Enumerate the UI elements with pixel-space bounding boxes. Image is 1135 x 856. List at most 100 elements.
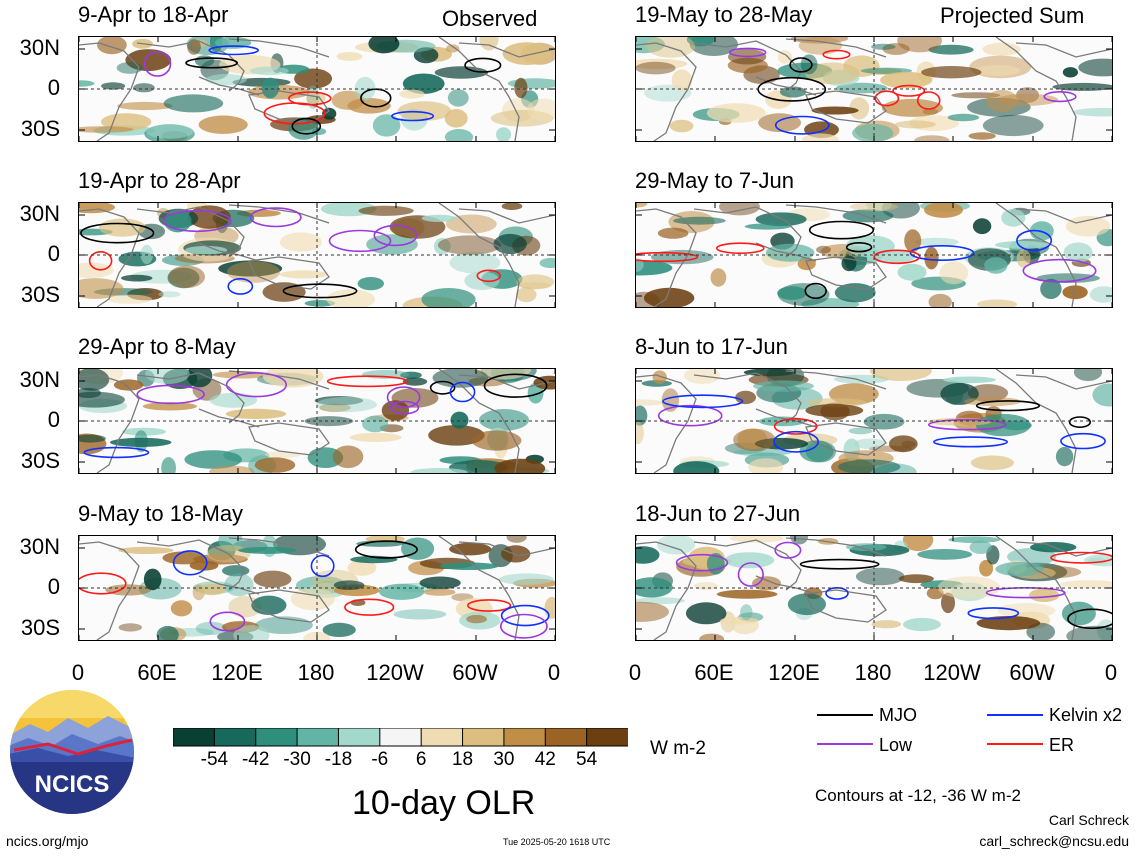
olr-anomaly-patch bbox=[1028, 588, 1060, 602]
olr-anomaly-patch bbox=[161, 457, 176, 473]
lat-tick-label: 0 bbox=[47, 574, 60, 599]
olr-anomaly-patch bbox=[168, 265, 205, 289]
lon-tick-label: 60W bbox=[1009, 660, 1055, 685]
olr-anomaly-patch bbox=[924, 246, 939, 270]
colorbar-tick-label: 30 bbox=[493, 749, 515, 770]
coastline bbox=[198, 575, 260, 595]
olr-anomaly-patch bbox=[972, 218, 992, 235]
olr-anomaly-patch bbox=[479, 37, 499, 51]
olr-anomaly-patch bbox=[526, 98, 555, 122]
colorbar-tick-label: 42 bbox=[534, 749, 556, 770]
wave-contour bbox=[464, 57, 502, 73]
coastline bbox=[438, 203, 520, 307]
coastline bbox=[79, 208, 140, 307]
lat-tick-label: 0 bbox=[47, 75, 60, 100]
olr-anomaly-patch bbox=[706, 553, 725, 575]
colorbar bbox=[172, 727, 630, 753]
olr-anomaly-patch bbox=[720, 616, 759, 625]
olr-anomaly-patch bbox=[898, 574, 934, 584]
olr-anomaly-patch bbox=[903, 617, 941, 632]
olr-anomaly-patch bbox=[279, 270, 328, 279]
coastline bbox=[636, 374, 697, 473]
olr-anomaly-patch bbox=[333, 580, 365, 590]
olr-anomaly-patch bbox=[142, 402, 197, 411]
olr-anomaly-patch bbox=[777, 286, 807, 300]
coastline bbox=[228, 204, 330, 224]
olr-anomaly-patch bbox=[777, 50, 792, 64]
olr-anomaly-patch bbox=[995, 241, 1049, 249]
olr-anomaly-patch bbox=[888, 435, 918, 453]
wave-contour bbox=[873, 249, 921, 265]
coastline bbox=[1015, 541, 1112, 557]
colorbar-tick-label: -54 bbox=[200, 749, 229, 770]
olr-map-svg bbox=[636, 37, 1112, 141]
wave-contour bbox=[449, 381, 476, 403]
lat-tick-label: 30N bbox=[19, 201, 60, 226]
wave-contour bbox=[208, 45, 259, 56]
olr-anomaly-patch bbox=[1060, 580, 1112, 589]
olr-anomaly-patch bbox=[636, 260, 673, 276]
olr-anomaly-patch bbox=[1036, 273, 1100, 283]
coastline bbox=[198, 408, 260, 428]
lat-tick-label: 30N bbox=[19, 35, 60, 60]
olr-anomaly-patch bbox=[533, 375, 555, 390]
olr-anomaly-patch bbox=[652, 370, 667, 384]
olr-anomaly-patch bbox=[921, 66, 982, 79]
legend: MJO Kelvin x2 Low ER bbox=[815, 704, 1125, 764]
wave-contour bbox=[845, 241, 873, 253]
coastline bbox=[785, 537, 887, 557]
olr-map-panel bbox=[78, 202, 556, 308]
olr-anomaly-patch bbox=[852, 123, 894, 141]
wave-contour bbox=[310, 554, 335, 578]
olr-anomaly-patch bbox=[928, 44, 974, 55]
olr-anomaly-patch bbox=[1078, 58, 1112, 77]
olr-anomaly-patch bbox=[279, 232, 322, 252]
coastline bbox=[636, 541, 697, 640]
olr-anomaly-patch bbox=[790, 37, 849, 44]
coastline bbox=[636, 208, 697, 307]
olr-anomaly-patch bbox=[402, 377, 428, 386]
olr-anomaly-patch bbox=[516, 274, 555, 290]
olr-anomaly-patch bbox=[434, 66, 489, 79]
olr-anomaly-patch bbox=[437, 235, 502, 255]
colorbar-swatch bbox=[379, 727, 423, 747]
footer-url[interactable]: ncics.org/mjo bbox=[6, 833, 89, 849]
olr-anomaly-patch bbox=[996, 93, 1059, 106]
footer-timestamp: Tue 2025-05-20 1618 UTC bbox=[503, 837, 611, 847]
olr-anomaly-patch bbox=[79, 126, 134, 133]
panel-title: 18-Jun to 27-Jun bbox=[635, 501, 801, 526]
wave-contour bbox=[789, 57, 813, 73]
wave-contour bbox=[83, 446, 150, 459]
coastline bbox=[438, 536, 520, 640]
olr-anomaly-patch bbox=[145, 124, 194, 139]
colorbar-swatch bbox=[172, 727, 216, 747]
olr-anomaly-patch bbox=[225, 408, 287, 419]
olr-anomaly-patch bbox=[854, 438, 886, 450]
olr-anomaly-patch bbox=[381, 400, 410, 421]
olr-anomaly-patch bbox=[322, 622, 356, 637]
olr-anomaly-patch bbox=[496, 127, 511, 141]
wave-contour bbox=[500, 604, 550, 627]
footer-email[interactable]: carl_schreck@ncsu.edu bbox=[979, 833, 1129, 849]
olr-anomaly-patch bbox=[842, 209, 894, 223]
olr-anomaly-patch bbox=[657, 227, 689, 239]
olr-anomaly-patch bbox=[118, 623, 143, 632]
colorbar-swatch bbox=[337, 727, 381, 747]
coastline bbox=[248, 256, 330, 290]
olr-anomaly-patch bbox=[184, 450, 242, 469]
colorbar-tick-label: -42 bbox=[241, 749, 270, 770]
colorbar-tick-label: -30 bbox=[283, 749, 311, 770]
wave-contour bbox=[185, 57, 239, 69]
wave-contour bbox=[227, 278, 254, 295]
olr-anomaly-patch bbox=[636, 291, 661, 307]
wave-contour bbox=[1068, 416, 1092, 428]
olr-anomaly-patch bbox=[1065, 215, 1111, 237]
coastline bbox=[198, 76, 260, 96]
olr-anomaly-patch bbox=[326, 289, 376, 307]
olr-anomaly-patch bbox=[354, 76, 376, 101]
olr-anomaly-patch bbox=[205, 73, 247, 86]
colorbar-swatch bbox=[420, 727, 464, 747]
contours-note: Contours at -12, -36 W m-2 bbox=[815, 786, 1021, 805]
panel-title: 9-Apr to 18-Apr bbox=[78, 2, 229, 27]
olr-anomaly-patch bbox=[947, 113, 980, 122]
